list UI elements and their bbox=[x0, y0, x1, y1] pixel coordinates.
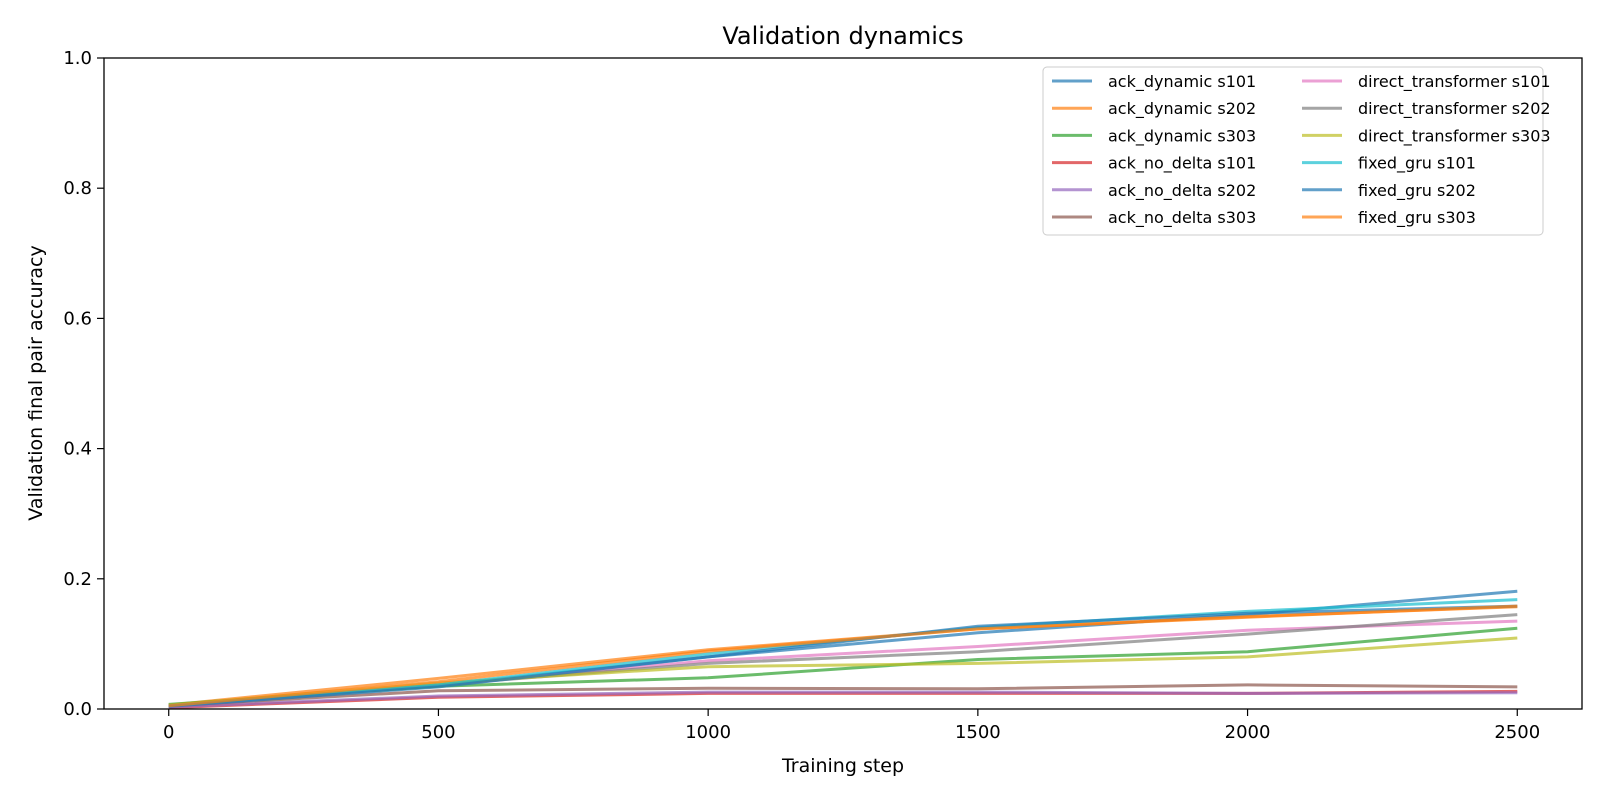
legend-label-11: fixed_gru s303 bbox=[1358, 208, 1476, 228]
y-tick-label-0: 0.0 bbox=[63, 699, 92, 720]
legend-label-2: ack_dynamic s303 bbox=[1108, 126, 1256, 146]
axes: 0 500 1000 1500 2000 2500 0.0 0.2 0.4 0.6 0.8 1.0 bbox=[63, 48, 1583, 743]
legend-label-3: ack_no_delta s101 bbox=[1108, 154, 1256, 174]
x-tick-label-5: 2500 bbox=[1494, 722, 1540, 743]
x-tick-label-2: 1000 bbox=[685, 722, 731, 743]
y-tick-label-1: 0.2 bbox=[63, 569, 92, 590]
legend-label-7: direct_transformer s202 bbox=[1358, 99, 1551, 119]
chart-title: Validation dynamics bbox=[722, 22, 963, 50]
x-tick-label-1: 500 bbox=[421, 722, 455, 743]
legend-label-6: direct_transformer s101 bbox=[1358, 72, 1551, 92]
legend-label-1: ack_dynamic s202 bbox=[1108, 99, 1256, 119]
plot-area bbox=[168, 589, 1518, 710]
x-tick-label-3: 1500 bbox=[955, 722, 1001, 743]
legend-label-9: fixed_gru s101 bbox=[1358, 154, 1476, 174]
x-tick-label-4: 2000 bbox=[1225, 722, 1271, 743]
legend: ack_dynamic s101 ack_dynamic s202 ack_dyna… bbox=[1042, 66, 1551, 236]
plot-frame bbox=[103, 57, 1583, 710]
series-line-10 bbox=[168, 604, 1518, 708]
legend-label-4: ack_no_delta s202 bbox=[1108, 181, 1256, 201]
legend-label-0: ack_dynamic s101 bbox=[1108, 72, 1256, 92]
y-tick-label-2: 0.4 bbox=[63, 439, 92, 460]
series-line-4 bbox=[168, 690, 1518, 709]
series-line-5 bbox=[168, 683, 1518, 708]
legend-label-5: ack_no_delta s303 bbox=[1108, 208, 1256, 228]
y-tick-label-4: 0.8 bbox=[63, 178, 92, 199]
x-axis-label: Training step bbox=[781, 755, 904, 777]
x-tick-label-0: 0 bbox=[163, 722, 174, 743]
legend-label-8: direct_transformer s303 bbox=[1358, 126, 1551, 146]
y-axis-label: Validation final pair accuracy bbox=[25, 245, 47, 520]
series-line-11 bbox=[168, 604, 1518, 708]
legend-box bbox=[1042, 66, 1544, 236]
y-tick-label-5: 1.0 bbox=[63, 48, 92, 69]
y-tick-label-3: 0.6 bbox=[63, 308, 92, 329]
legend-label-10: fixed_gru s202 bbox=[1358, 181, 1476, 201]
